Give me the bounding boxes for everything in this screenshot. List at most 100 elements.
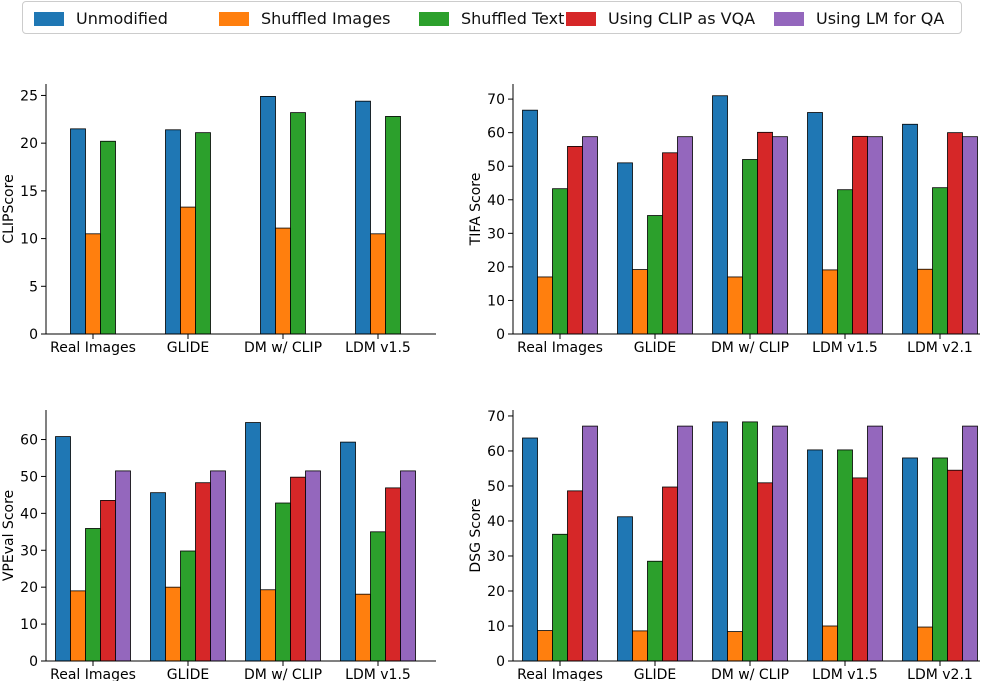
bar-glide-unmodified [617, 516, 633, 662]
y-tick-label: 20 [487, 260, 505, 276]
bar-real-images-unmodified [55, 436, 71, 662]
bar-ldm-v1-5-unmodified [807, 449, 823, 662]
chart-panel-1: Real Images GLIDE DM w/ CLIP LDM v1.5 0 5 10 15… [1, 84, 436, 356]
bar-glide-shuffled-text [195, 132, 211, 335]
bar-ldm-v2-1-using-clip-as-vqa [947, 132, 963, 335]
bar-ldm-v2-1-shuffled-text [932, 457, 948, 662]
bar-ldm-v1-5-shuffled-images [822, 625, 838, 662]
bar-real-images-using-clip-as-vqa [567, 490, 583, 662]
bar-real-images-unmodified [522, 109, 538, 335]
bar-ldm-v2-1-shuffled-text [932, 187, 948, 335]
y-tick-label: 50 [487, 479, 505, 495]
legend-label-shuffled-text: Shuffled Text [461, 9, 565, 28]
y-tick-label: 5 [29, 279, 38, 295]
bar-ldm-v1-5-using-lm-for-qa [867, 425, 883, 662]
bar-ldm-v2-1-shuffled-images [917, 626, 933, 662]
y-tick-label: 0 [496, 327, 505, 343]
bar-real-images-shuffled-images [70, 590, 86, 662]
y-tick-label: 60 [487, 444, 505, 460]
y-tick-label: 10 [487, 293, 505, 309]
x-tick-label: DM w/ CLIP [711, 667, 789, 681]
bar-glide-using-lm-for-qa [677, 425, 693, 662]
bar-ldm-v1-5-unmodified [807, 112, 823, 335]
y-tick-label: 0 [29, 327, 38, 343]
y-tick-label: 60 [487, 126, 505, 142]
x-tick-label: Real Images [517, 667, 603, 681]
bar-real-images-unmodified [522, 437, 538, 662]
bar-glide-shuffled-text [647, 215, 663, 335]
legend-swatch-shuffled-images [219, 12, 249, 26]
bar-glide-unmodified [165, 129, 181, 335]
bar-dm-w-clip-using-clip-as-vqa [757, 482, 773, 662]
bar-ldm-v2-1-unmodified [902, 457, 918, 662]
bar-dm-w-clip-unmodified [712, 421, 728, 662]
bar-ldm-v1-5-shuffled-images [355, 593, 371, 662]
x-tick-label: LDM v1.5 [345, 340, 411, 356]
y-tick-label: 15 [20, 184, 38, 200]
bar-ldm-v1-5-using-lm-for-qa [400, 470, 416, 662]
x-tick-label: LDM v1.5 [812, 667, 878, 681]
y-tick-label: 30 [487, 226, 505, 242]
x-tick-label: LDM v1.5 [345, 667, 411, 681]
legend-swatch-unmodified [34, 12, 64, 26]
bar-ldm-v2-1-using-lm-for-qa [962, 136, 978, 335]
bar-glide-unmodified [150, 492, 166, 662]
bar-glide-using-clip-as-vqa [662, 486, 678, 662]
y-tick-label: 20 [20, 580, 38, 596]
y-axis-label: VPEval Score [1, 490, 17, 581]
legend-swatch-clip-vqa [566, 12, 596, 26]
bar-glide-shuffled-images [180, 206, 196, 335]
bar-dm-w-clip-using-lm-for-qa [305, 470, 321, 662]
bar-glide-using-lm-for-qa [210, 470, 226, 662]
x-tick-label: LDM v2.1 [907, 667, 973, 681]
bar-ldm-v1-5-unmodified [355, 100, 371, 335]
bar-ldm-v1-5-using-clip-as-vqa [385, 487, 401, 662]
bar-dm-w-clip-shuffled-text [742, 421, 758, 662]
legend-label-shuffled-images: Shuffled Images [261, 9, 391, 28]
y-tick-label: 50 [487, 159, 505, 175]
bar-glide-unmodified [617, 162, 633, 335]
x-tick-label: DM w/ CLIP [711, 340, 789, 356]
bar-ldm-v2-1-shuffled-images [917, 268, 933, 335]
bar-dm-w-clip-shuffled-text [275, 502, 291, 662]
bar-dm-w-clip-using-lm-for-qa [772, 425, 788, 662]
x-tick-label: DM w/ CLIP [244, 667, 322, 681]
bar-ldm-v1-5-shuffled-text [837, 189, 853, 335]
bar-real-images-shuffled-text [85, 528, 101, 662]
y-tick-label: 70 [487, 409, 505, 425]
bar-dm-w-clip-unmodified [712, 95, 728, 335]
bar-glide-using-clip-as-vqa [195, 482, 211, 662]
bar-real-images-shuffled-images [537, 630, 553, 662]
y-tick-label: 20 [20, 136, 38, 152]
bar-glide-shuffled-images [632, 269, 648, 335]
bar-real-images-shuffled-images [85, 233, 101, 335]
bar-ldm-v2-1-unmodified [902, 123, 918, 335]
x-tick-label: LDM v1.5 [812, 340, 878, 356]
bar-real-images-unmodified [70, 128, 86, 335]
bar-dm-w-clip-shuffled-images [727, 276, 743, 335]
x-tick-label: DM w/ CLIP [244, 340, 322, 356]
bar-ldm-v1-5-unmodified [340, 441, 356, 662]
bar-real-images-using-clip-as-vqa [567, 146, 583, 335]
y-tick-label: 25 [20, 88, 38, 104]
chart-legend: Unmodified Shuffled Images Shuffled Text… [22, 1, 962, 34]
bar-dm-w-clip-unmodified [260, 96, 276, 335]
y-axis-label: TIFA Score [468, 173, 484, 247]
bar-dm-w-clip-unmodified [245, 422, 261, 662]
chart-panel-2: Real Images GLIDE DM w/ CLIP LDM v1.5 LDM v2… [468, 84, 980, 356]
bar-real-images-shuffled-text [100, 140, 116, 335]
bar-glide-shuffled-text [180, 550, 196, 662]
bar-dm-w-clip-shuffled-text [290, 112, 306, 335]
x-tick-label: GLIDE [634, 340, 676, 356]
x-tick-label: GLIDE [167, 667, 209, 681]
legend-label-lm-qa: Using LM for QA [816, 9, 945, 28]
bar-glide-using-clip-as-vqa [662, 152, 678, 335]
bar-ldm-v1-5-shuffled-text [837, 449, 853, 662]
bar-ldm-v1-5-shuffled-images [370, 233, 386, 335]
y-tick-label: 0 [496, 654, 505, 670]
bar-ldm-v1-5-using-clip-as-vqa [852, 477, 868, 662]
x-tick-label: GLIDE [167, 340, 209, 356]
bar-ldm-v1-5-shuffled-images [822, 269, 838, 335]
legend-label-clip-vqa: Using CLIP as VQA [608, 9, 756, 28]
bar-glide-shuffled-text [647, 560, 663, 662]
